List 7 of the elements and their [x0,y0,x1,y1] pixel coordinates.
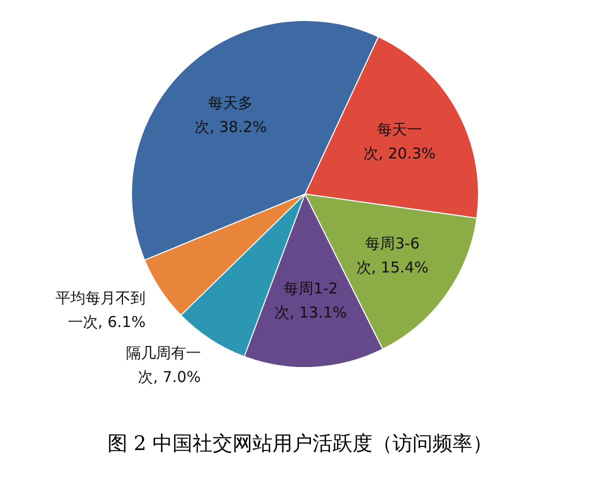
slice-label: 隔几周有一次, 7.0% [126,344,201,386]
text: 图 2 中国社交网站用户活跃度（访问频率） [106,430,494,457]
slice-label: 平均每月不到一次, 6.1% [56,288,146,331]
slice-label: 每天多次, 38.2% [194,94,267,136]
slice-label: 每周1-2次, 13.1% [274,279,347,322]
slice-label: 每周3-6次, 15.4% [356,234,428,277]
slice-label: 每天一次, 20.3% [363,120,436,163]
